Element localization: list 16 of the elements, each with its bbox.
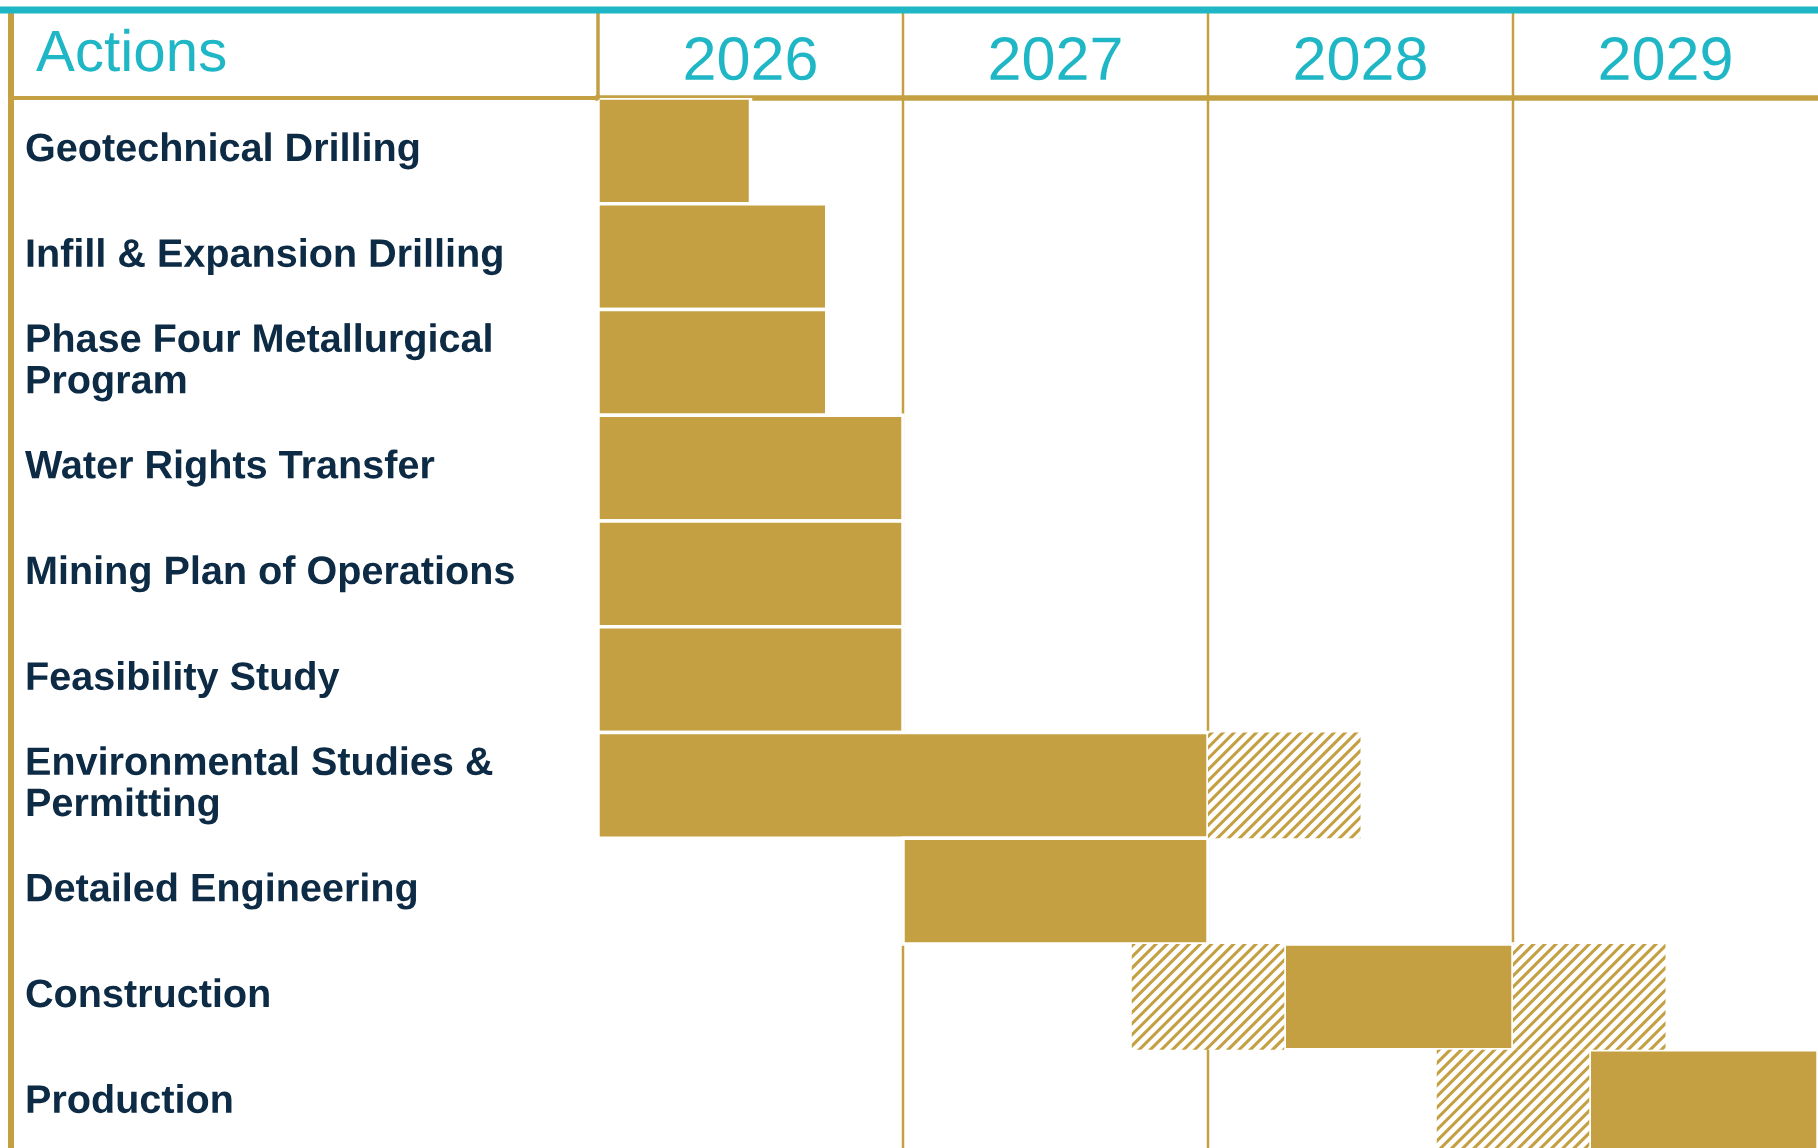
y-tick-label: Geotechnical Drilling: [26, 132, 419, 170]
bar: [1208, 732, 1361, 839]
y-tick-label: Detailed Engineering: [27, 872, 417, 910]
y-tick-label: Production: [27, 1084, 232, 1114]
y-tick-label: Water Rights Transfer: [25, 449, 435, 487]
y-tick-label: Mining Plan of Operations: [27, 555, 514, 593]
x-tick-label: 2029: [1600, 37, 1731, 81]
x-tick-label: 2026: [685, 37, 816, 81]
y-tick-label: Environmental Studies & Permitting: [27, 746, 493, 825]
x-tick-label: 2028: [1295, 37, 1426, 81]
x-tick-label: 2027: [990, 37, 1121, 81]
y-tick-label: Phase Four Metallurgical Program: [27, 323, 491, 402]
y-tick-label: Construction: [26, 978, 269, 1008]
y-tick-label: Feasibility Study: [27, 661, 340, 699]
y-tick-label: Infill & Expansion Drilling: [27, 238, 502, 276]
y-axis-title: Actions: [36, 28, 226, 72]
